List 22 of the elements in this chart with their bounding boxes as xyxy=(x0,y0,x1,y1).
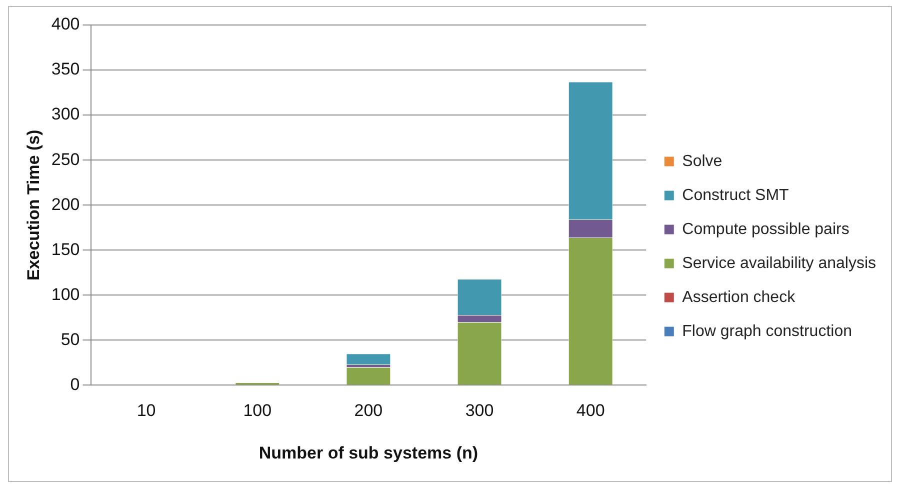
y-tick-label: 350 xyxy=(51,60,80,79)
y-tick-label: 300 xyxy=(51,104,80,124)
x-tick-label: 10 xyxy=(136,401,156,420)
x-tick-label: 100 xyxy=(243,401,272,420)
y-tick-label: 50 xyxy=(60,330,80,349)
y-tick-label: 250 xyxy=(51,150,80,169)
x-axis-title: Number of sub systems (n) xyxy=(258,443,478,462)
y-tick-label: 200 xyxy=(51,194,80,214)
y-tick-label: 0 xyxy=(70,374,80,394)
legend-label: Compute possible pairs xyxy=(682,220,850,238)
legend-label: Flow graph construction xyxy=(682,322,852,340)
y-tick-label: 150 xyxy=(51,240,80,259)
y-tick-label: 100 xyxy=(51,284,80,304)
legend-label: Solve xyxy=(682,152,722,170)
y-tick-label: 400 xyxy=(51,14,80,34)
legend-label: Construct SMT xyxy=(682,186,790,204)
legend-label: Assertion check xyxy=(682,288,796,306)
x-tick-label: 400 xyxy=(576,401,605,420)
x-tick-label: 200 xyxy=(354,401,383,420)
x-tick-label: 300 xyxy=(465,401,494,420)
y-axis-title: Execution Time (s) xyxy=(24,130,43,281)
legend-label: Service availability analysis xyxy=(682,254,876,272)
